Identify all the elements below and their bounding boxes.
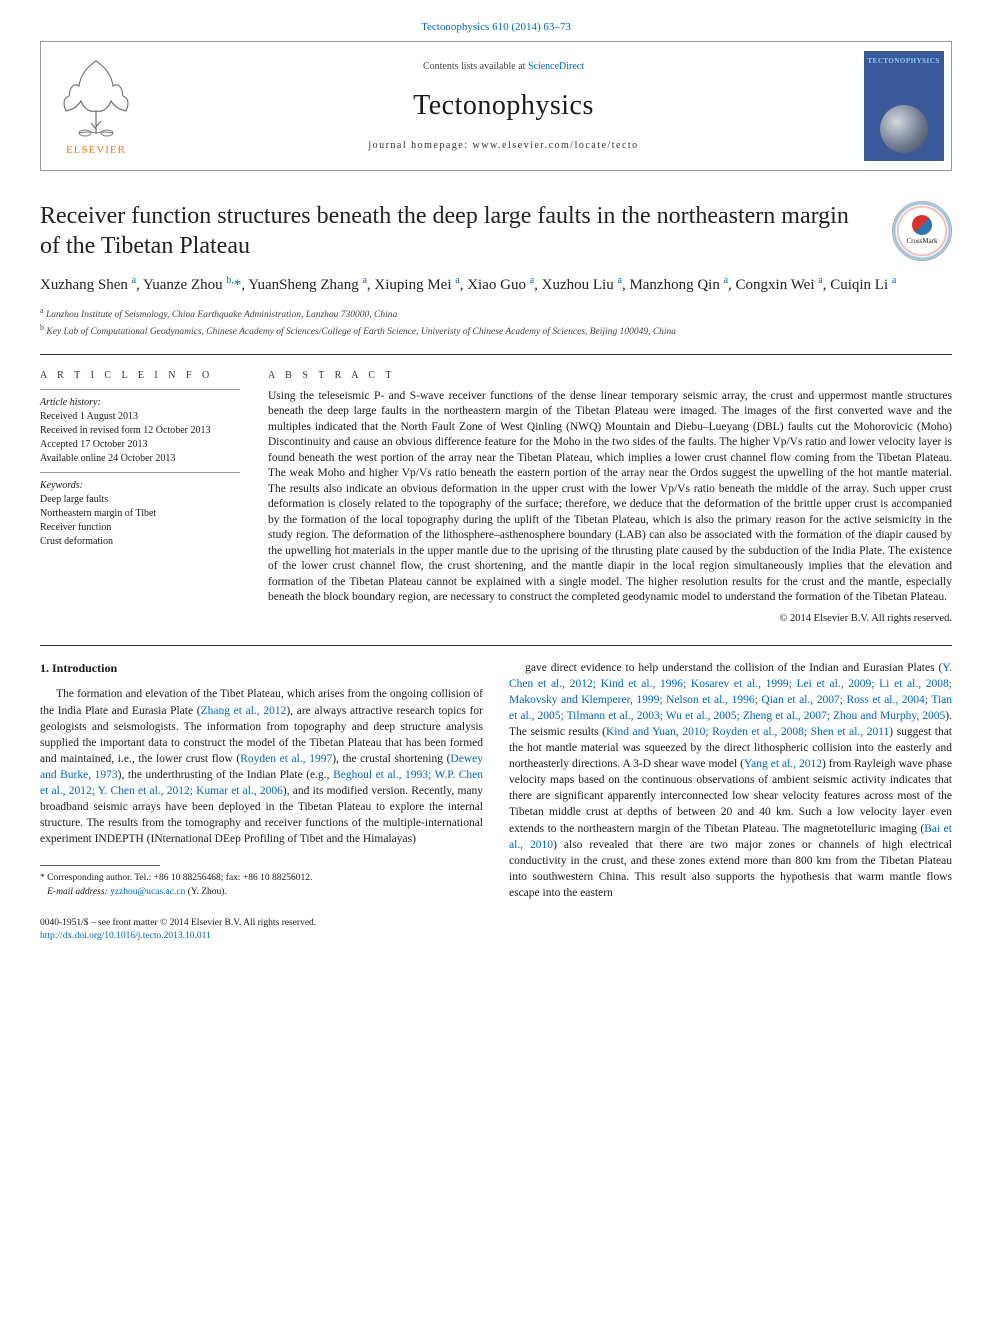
abstract-copyright: © 2014 Elsevier B.V. All rights reserved… [268, 612, 952, 627]
divider [40, 354, 952, 355]
section-heading: 1. Introduction [40, 660, 483, 677]
history-item: Available online 24 October 2013 [40, 452, 240, 466]
article-info-column: A R T I C L E I N F O Article history: R… [40, 369, 240, 627]
publisher-logo: ELSEVIER [41, 42, 151, 170]
email-line: E-mail address: yzzhou@ucas.ac.cn (Y. Zh… [40, 886, 483, 899]
author-email-link[interactable]: yzzhou@ucas.ac.cn [110, 887, 185, 897]
citation-link[interactable]: Tectonophysics 610 (2014) 63–73 [421, 21, 571, 33]
keyword: Crust deformation [40, 535, 240, 549]
history-item: Received in revised form 12 October 2013 [40, 424, 240, 438]
email-label: E-mail address: [47, 887, 110, 897]
body-column-left: 1. Introduction The formation and elevat… [40, 660, 483, 944]
affiliation: b Key Lab of Computational Geodynamics, … [40, 322, 952, 339]
body-paragraph: gave direct evidence to help understand … [509, 660, 952, 901]
divider [40, 645, 952, 646]
header-center: Contents lists available at ScienceDirec… [151, 42, 856, 170]
doi-link[interactable]: http://dx.doi.org/10.1016/j.tecto.2013.1… [40, 931, 211, 941]
contents-prefix: Contents lists available at [423, 61, 528, 72]
journal-cover: TECTONOPHYSICS [856, 42, 951, 170]
front-matter-line: 0040-1951/$ – see front matter © 2014 El… [40, 917, 483, 930]
keyword: Deep large faults [40, 493, 240, 507]
crossmark-badge[interactable]: CrossMark [892, 201, 952, 261]
abstract-text: Using the teleseismic P- and S-wave rece… [268, 389, 952, 606]
journal-citation: Tectonophysics 610 (2014) 63–73 [40, 20, 952, 35]
sciencedirect-link[interactable]: ScienceDirect [528, 61, 584, 72]
svg-text:ELSEVIER: ELSEVIER [66, 144, 126, 156]
crossmark-icon [912, 215, 932, 235]
journal-header: ELSEVIER Contents lists available at Sci… [40, 41, 952, 171]
journal-name: Tectonophysics [413, 86, 594, 125]
body-column-right: gave direct evidence to help understand … [509, 660, 952, 944]
homepage-url: www.elsevier.com/locate/tecto [473, 140, 639, 151]
corresponding-author-note: * Corresponding author. Tel.: +86 10 882… [40, 872, 483, 885]
homepage-prefix: journal homepage: [368, 140, 472, 151]
journal-cover-thumb: TECTONOPHYSICS [864, 51, 944, 161]
affiliations: a Lanzhou Institute of Seismology, China… [40, 305, 952, 340]
keyword: Receiver function [40, 521, 240, 535]
abstract-heading: A B S T R A C T [268, 369, 952, 383]
cover-title: TECTONOPHYSICS [868, 57, 940, 65]
crossmark-label: CrossMark [906, 237, 937, 247]
contents-available-line: Contents lists available at ScienceDirec… [423, 60, 584, 74]
authors-line: Xuzhang Shen a, Yuanze Zhou b,*, YuanShe… [40, 273, 952, 297]
footnote-separator [40, 865, 160, 866]
divider [40, 472, 240, 473]
affiliation: a Lanzhou Institute of Seismology, China… [40, 305, 952, 322]
article-info-heading: A R T I C L E I N F O [40, 369, 240, 383]
history-item: Received 1 August 2013 [40, 410, 240, 424]
keyword: Northeastern margin of Tibet [40, 507, 240, 521]
history-item: Accepted 17 October 2013 [40, 438, 240, 452]
body-two-column: 1. Introduction The formation and elevat… [40, 660, 952, 944]
elsevier-tree-icon: ELSEVIER [51, 51, 141, 161]
footer-block: 0040-1951/$ – see front matter © 2014 El… [40, 917, 483, 944]
article-title: Receiver function structures beneath the… [40, 201, 872, 261]
divider [40, 389, 240, 390]
journal-homepage: journal homepage: www.elsevier.com/locat… [368, 139, 638, 153]
keywords-label: Keywords: [40, 479, 240, 493]
history-label: Article history: [40, 396, 240, 410]
abstract-column: A B S T R A C T Using the teleseismic P-… [268, 369, 952, 627]
body-paragraph: The formation and elevation of the Tibet… [40, 686, 483, 847]
email-who: (Y. Zhou). [185, 887, 227, 897]
